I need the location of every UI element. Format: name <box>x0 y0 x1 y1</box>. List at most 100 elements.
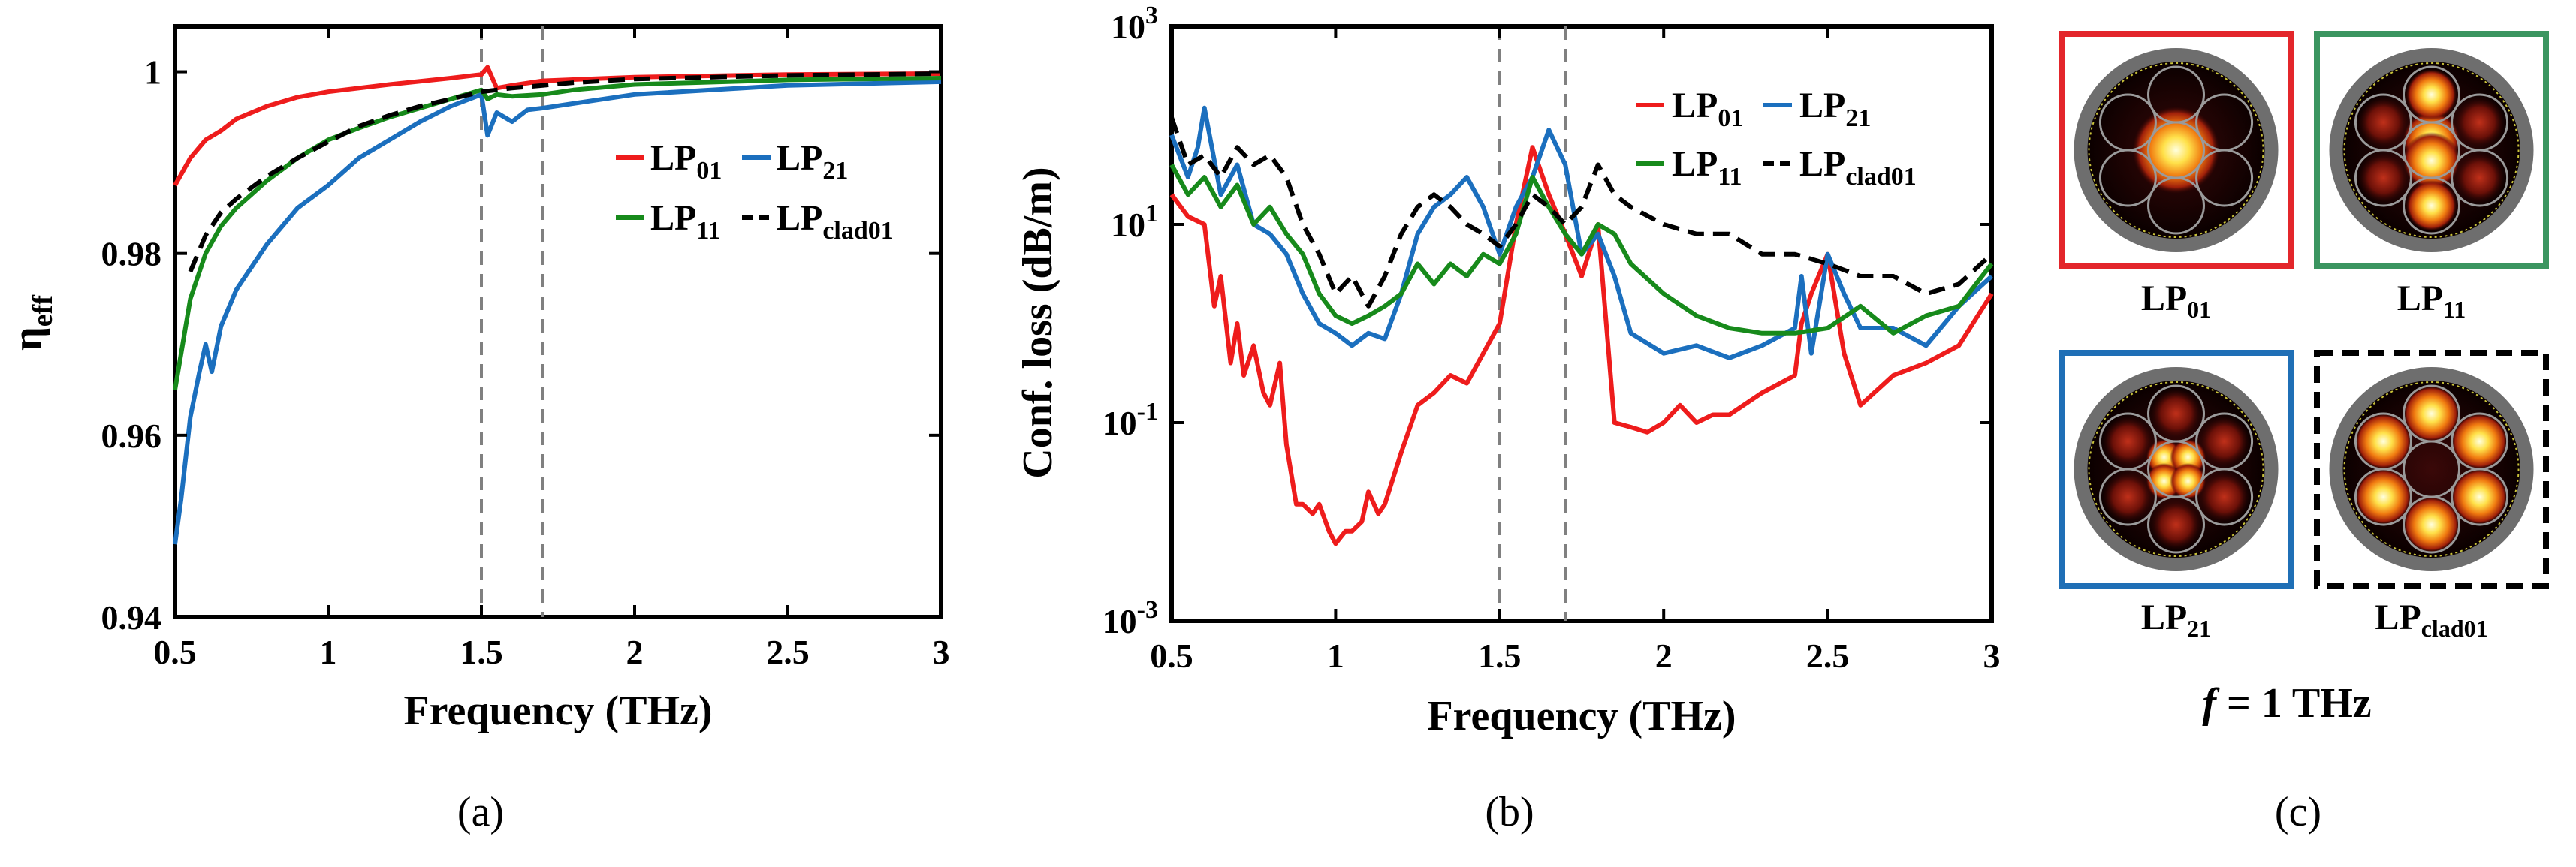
legend-label-lp01-b: LP01 <box>1672 86 1743 132</box>
b-series-lpclad01 <box>1169 116 1994 309</box>
legend-label-lpclad01-b: LPclad01 <box>1799 144 1917 191</box>
a-xtick-label-0: 0.5 <box>153 633 197 671</box>
intensity-spot <box>2403 385 2460 442</box>
legend-label-lp21-a: LP21 <box>777 138 848 185</box>
panel-label-a: (a) <box>457 789 504 835</box>
sub-core-outline <box>2147 495 2205 554</box>
intensity-spot <box>2357 97 2409 148</box>
sub-core-outline <box>2147 65 2205 124</box>
b-xtick-label-4: 2.5 <box>1806 637 1850 675</box>
a-ytick-label-0: 0.94 <box>101 598 162 637</box>
mode-caption: f = 1 THz <box>2202 680 2371 727</box>
b-series-lp01 <box>1169 145 1994 546</box>
mode-label-clad01: LPclad01 <box>2375 598 2487 642</box>
intensity-spot <box>2454 97 2505 148</box>
sub-core-outline <box>2147 176 2205 235</box>
intensity-spot <box>2406 69 2457 120</box>
sub-core-outline <box>2354 468 2412 526</box>
mode-label-21: LP21 <box>2141 598 2211 642</box>
a-xtick-label-3: 2 <box>626 633 644 671</box>
intensity-spot <box>2150 499 2202 550</box>
ylabel-b: Conf. loss (dB/m) <box>1015 167 1061 478</box>
mode-image-21: LP21 <box>2059 350 2294 642</box>
b-xtick-label-3: 2 <box>1655 637 1673 675</box>
a-xtick-label-1: 1 <box>320 633 337 671</box>
sub-core-outline <box>2098 468 2157 526</box>
sub-core-outline <box>2195 93 2254 152</box>
legend-label-lp01-a: LP01 <box>650 138 722 185</box>
legend-label-lp11-a: LP11 <box>650 198 720 245</box>
sub-core-outline <box>2147 384 2205 443</box>
legend-label-lp21-b: LP21 <box>1799 86 1871 132</box>
legend-a: LP01 LP21 LP11 LPclad01 <box>616 138 894 245</box>
intensity-spot <box>2451 413 2508 470</box>
sub-core-outline <box>2403 384 2460 443</box>
sub-core-outline <box>2451 93 2509 152</box>
a-ytick-label-3: 1 <box>144 53 161 92</box>
b-series-lp21 <box>1169 105 1994 360</box>
a-xtick-label-5: 3 <box>933 633 950 671</box>
axes-frame-a <box>173 24 943 619</box>
b-ytick-label-0: 10-3 <box>1102 596 1158 640</box>
sub-core-outline <box>2403 176 2460 235</box>
b-xtick-label-1: 1 <box>1327 637 1344 675</box>
b-series-lp11 <box>1169 164 1994 336</box>
a-series-lp21 <box>173 79 942 545</box>
panel-label-c: (c) <box>2275 789 2321 835</box>
intensity-spot <box>2102 416 2154 467</box>
sub-core-outline <box>2403 495 2460 554</box>
mode-image-11: LP11 <box>2314 31 2549 323</box>
panel-c: LP01 LP11 LP21 LPclad01 <box>2059 31 2549 642</box>
axes-frame-b <box>1169 24 1994 623</box>
ylabel-a: ηeff <box>5 294 59 351</box>
xlabel-a: Frequency (THz) <box>403 688 712 734</box>
panel-b: 0.5 1 1.5 2 2.5 3 10-3 10-1 101 103 Frequency (TH… <box>1015 2 2001 835</box>
fiber-boundary-11 <box>2343 62 2520 238</box>
legend-b: LP01 LP21 LP11 LPclad01 <box>1636 86 1917 191</box>
sub-core-outline <box>2403 65 2460 124</box>
mode-label-01: LP01 <box>2141 278 2211 323</box>
intensity-spot <box>2406 180 2457 231</box>
panel-label-b: (b) <box>1485 789 1534 835</box>
mode-frame-01 <box>2059 31 2294 269</box>
legend-label-lpclad01-a: LPclad01 <box>777 198 894 245</box>
mode-image-clad01: LPclad01 <box>2314 350 2549 642</box>
legend-label-lp11-b: LP11 <box>1672 144 1742 191</box>
sub-core-outline <box>2195 412 2254 471</box>
intensity-spot <box>2354 413 2412 470</box>
mode-label-11: LP11 <box>2397 278 2466 323</box>
fiber-boundary-clad01 <box>2343 381 2520 557</box>
a-series-lp01 <box>173 65 942 187</box>
b-ytick-label-3: 103 <box>1111 2 1158 46</box>
intensity-spot <box>2150 388 2202 439</box>
intensity-spot <box>2198 471 2250 522</box>
a-ytick-label-1: 0.96 <box>101 417 162 455</box>
intensity-spot <box>2403 496 2460 553</box>
sub-core-outline <box>2451 412 2509 471</box>
intensity-spot <box>2102 471 2154 522</box>
b-ytick-label-1: 10-1 <box>1102 398 1158 442</box>
sub-core-outline <box>2354 149 2412 207</box>
xlabel-b: Frequency (THz) <box>1427 693 1736 739</box>
b-xtick-label-2: 1.5 <box>1478 637 1522 675</box>
intensity-spot <box>2354 468 2412 525</box>
mode-frame-clad01 <box>2314 350 2549 589</box>
fiber-boundary-01 <box>2088 62 2264 238</box>
mode-frame-21 <box>2059 350 2294 589</box>
intensity-spot <box>2454 152 2505 203</box>
b-ytick-label-2: 101 <box>1111 200 1158 244</box>
fiber-boundary-21 <box>2088 381 2264 557</box>
panel-a: 0.5 1 1.5 2 2.5 3 0.94 0.96 0.98 1 Frequency (THz… <box>5 24 950 835</box>
b-xtick-label-5: 3 <box>1983 637 2001 675</box>
a-ytick-label-2: 0.98 <box>101 235 162 273</box>
intensity-spot <box>2451 468 2508 525</box>
sub-core-outline <box>2098 149 2157 207</box>
a-xtick-label-2: 1.5 <box>460 633 503 671</box>
intensity-spot <box>2357 152 2409 203</box>
intensity-spot <box>2198 416 2250 467</box>
mode-frame-11 <box>2314 31 2549 269</box>
mode-image-01: LP01 <box>2059 31 2294 323</box>
a-series-lpclad01 <box>188 71 942 273</box>
intensity-spot <box>2132 107 2220 194</box>
